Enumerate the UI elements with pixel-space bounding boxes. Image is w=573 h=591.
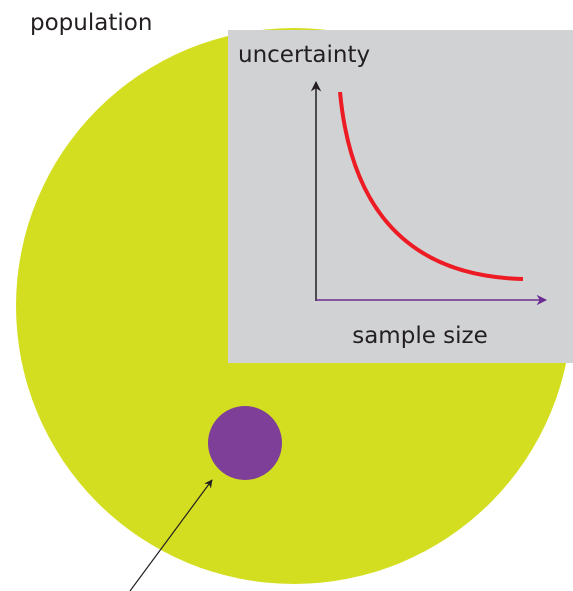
population-label: population <box>30 10 152 36</box>
y-axis-label: uncertainty <box>238 42 370 68</box>
pointer-arrow <box>129 479 213 591</box>
inset-panel <box>228 30 573 363</box>
uncertainty-curve <box>338 91 524 281</box>
sample-circle <box>208 406 282 480</box>
x-axis-label: sample size <box>352 323 488 349</box>
